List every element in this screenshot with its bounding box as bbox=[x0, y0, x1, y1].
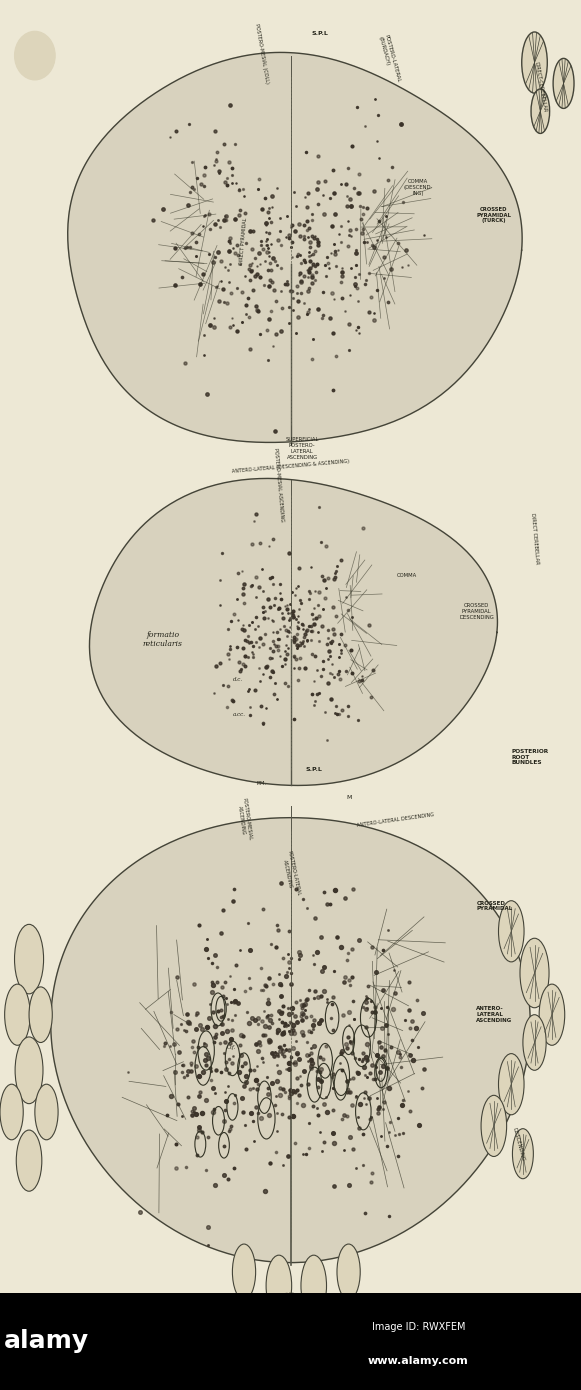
Text: DIRECT CEREBELLAR: DIRECT CEREBELLAR bbox=[530, 512, 539, 564]
Circle shape bbox=[531, 89, 550, 133]
Text: ANTERO-
LATERAL
ASCENDING: ANTERO- LATERAL ASCENDING bbox=[476, 1006, 512, 1023]
Bar bbox=[0, 1293, 581, 1390]
Circle shape bbox=[539, 984, 565, 1045]
Polygon shape bbox=[89, 478, 497, 785]
Text: ANTERO-LATERAL DESCENDING: ANTERO-LATERAL DESCENDING bbox=[356, 812, 434, 828]
Circle shape bbox=[35, 1084, 58, 1140]
Circle shape bbox=[266, 1255, 292, 1316]
Text: alamy: alamy bbox=[4, 1329, 89, 1354]
Circle shape bbox=[553, 58, 574, 108]
Text: d.c.: d.c. bbox=[232, 677, 242, 682]
Text: formatio
reticularis: formatio reticularis bbox=[143, 631, 182, 648]
Text: DIRECT PYRAMIDAL: DIRECT PYRAMIDAL bbox=[239, 217, 249, 265]
Text: POSTERO-LATERAL
(BURDACH): POSTERO-LATERAL (BURDACH) bbox=[378, 33, 401, 85]
Text: DIRECT-CEREBELLAR: DIRECT-CEREBELLAR bbox=[533, 61, 547, 113]
Text: COMMA: COMMA bbox=[397, 573, 417, 578]
Circle shape bbox=[481, 1095, 507, 1156]
Text: ANTERO-LATERAL (DESCENDING & ASCENDING): ANTERO-LATERAL (DESCENDING & ASCENDING) bbox=[231, 459, 350, 474]
Text: ANTERIOR
ROOT-BUNDLES: ANTERIOR ROOT-BUNDLES bbox=[324, 1325, 374, 1336]
Circle shape bbox=[15, 924, 44, 994]
Text: POSTERO-LATERAL
ASCENDING: POSTERO-LATERAL ASCENDING bbox=[281, 851, 300, 898]
Circle shape bbox=[5, 984, 30, 1045]
Text: CROSSED
PYRAMIDAL
(TURCK): CROSSED PYRAMIDAL (TURCK) bbox=[476, 207, 511, 224]
Text: CROSSED
PYRAMIDAL: CROSSED PYRAMIDAL bbox=[476, 901, 512, 912]
Text: POSTERO-MESIAL (COLL): POSTERO-MESIAL (COLL) bbox=[254, 24, 269, 85]
Text: S.P.L: S.P.L bbox=[305, 767, 322, 773]
Text: P.M.: P.M. bbox=[256, 781, 267, 787]
Text: POSTERIOR
ROOT
BUNDLES: POSTERIOR ROOT BUNDLES bbox=[511, 749, 548, 766]
Polygon shape bbox=[51, 817, 530, 1262]
Text: ANTERO-LATERAL: ANTERO-LATERAL bbox=[250, 1291, 296, 1301]
Text: CROSSED
PYRAMIDAL
DESCENDING: CROSSED PYRAMIDAL DESCENDING bbox=[459, 603, 494, 620]
Text: COMMA
(DESCEND-
ING): COMMA (DESCEND- ING) bbox=[404, 179, 433, 196]
Circle shape bbox=[522, 32, 547, 93]
Text: www.alamy.com: www.alamy.com bbox=[368, 1355, 469, 1366]
Circle shape bbox=[512, 1129, 533, 1179]
Circle shape bbox=[498, 1054, 524, 1115]
Circle shape bbox=[520, 938, 549, 1008]
Text: O.f.: O.f. bbox=[227, 1045, 236, 1051]
Text: M: M bbox=[346, 795, 352, 801]
Circle shape bbox=[337, 1244, 360, 1300]
Circle shape bbox=[0, 1084, 23, 1140]
Circle shape bbox=[16, 1130, 42, 1191]
Text: POSTERO-MESIAL
ASCENDING: POSTERO-MESIAL ASCENDING bbox=[236, 798, 252, 842]
Circle shape bbox=[232, 1244, 256, 1300]
Text: SUPERFICIAL
POSTERO-
LATERAL
ASCENDING: SUPERFICIAL POSTERO- LATERAL ASCENDING bbox=[285, 438, 319, 460]
Text: a.cc.: a.cc. bbox=[232, 712, 245, 717]
Circle shape bbox=[523, 1015, 546, 1070]
Circle shape bbox=[498, 901, 524, 962]
Circle shape bbox=[29, 987, 52, 1042]
Text: S.P.L: S.P.L bbox=[311, 31, 328, 36]
Polygon shape bbox=[68, 53, 522, 442]
Text: DESCENDING: DESCENDING bbox=[511, 1127, 525, 1162]
Circle shape bbox=[15, 1037, 43, 1104]
Circle shape bbox=[301, 1255, 327, 1316]
Ellipse shape bbox=[15, 32, 55, 81]
Text: Image ID: RWXFEM: Image ID: RWXFEM bbox=[372, 1322, 465, 1332]
Text: POSTERO-MESIAL ASCENDING: POSTERO-MESIAL ASCENDING bbox=[273, 448, 285, 523]
